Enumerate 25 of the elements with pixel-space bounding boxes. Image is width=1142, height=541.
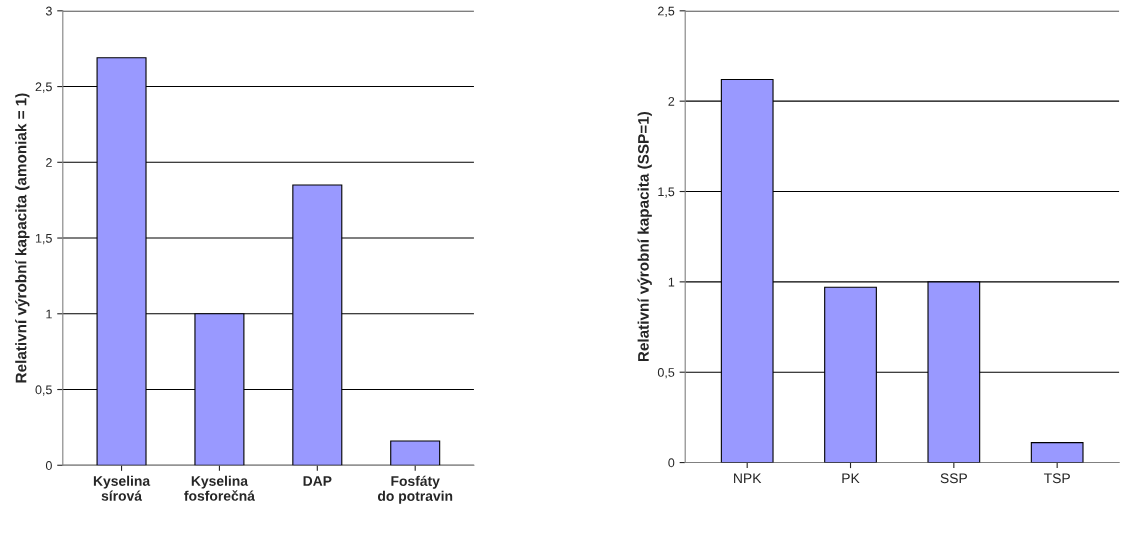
x-tick-label: DAP <box>303 476 332 486</box>
x-tick-label: SSP <box>940 473 967 484</box>
y-tick-label: 3 <box>45 6 52 16</box>
y-axis-title: Relativní výrobní kapacita (amoniak = 1) <box>15 93 30 383</box>
bar <box>390 440 441 466</box>
y-tick-label: 1,5 <box>35 233 52 245</box>
y-tick-label: 1 <box>668 277 675 287</box>
y-tick-label: 2 <box>668 96 675 106</box>
y-tick-label: 1,5 <box>658 187 675 198</box>
y-tick-label: 2 <box>46 158 52 167</box>
y-tick-label: 0 <box>45 461 52 470</box>
x-tick-label: NPK <box>734 473 762 484</box>
y-tick-label: 2,5 <box>35 82 52 93</box>
y-tick-label: 0,5 <box>657 368 675 379</box>
x-tick-label: Kyselina sírová <box>93 475 151 501</box>
x-tick-label: TSP <box>1043 473 1070 484</box>
bar <box>1030 442 1084 463</box>
y-tick-label: 0 <box>668 458 675 468</box>
x-tick-label: PK <box>842 473 860 484</box>
y-tick-label: 1 <box>46 309 52 319</box>
y-tick-label: 0,5 <box>35 385 52 396</box>
x-tick-label: Kyselina fosforečná <box>184 475 255 501</box>
y-tick-label: 2,5 <box>658 6 675 17</box>
y-axis-title: Relativní výrobní kapacita (SSP=1) <box>637 111 652 362</box>
x-tick-label: Fosfáty do potravin <box>377 475 453 504</box>
